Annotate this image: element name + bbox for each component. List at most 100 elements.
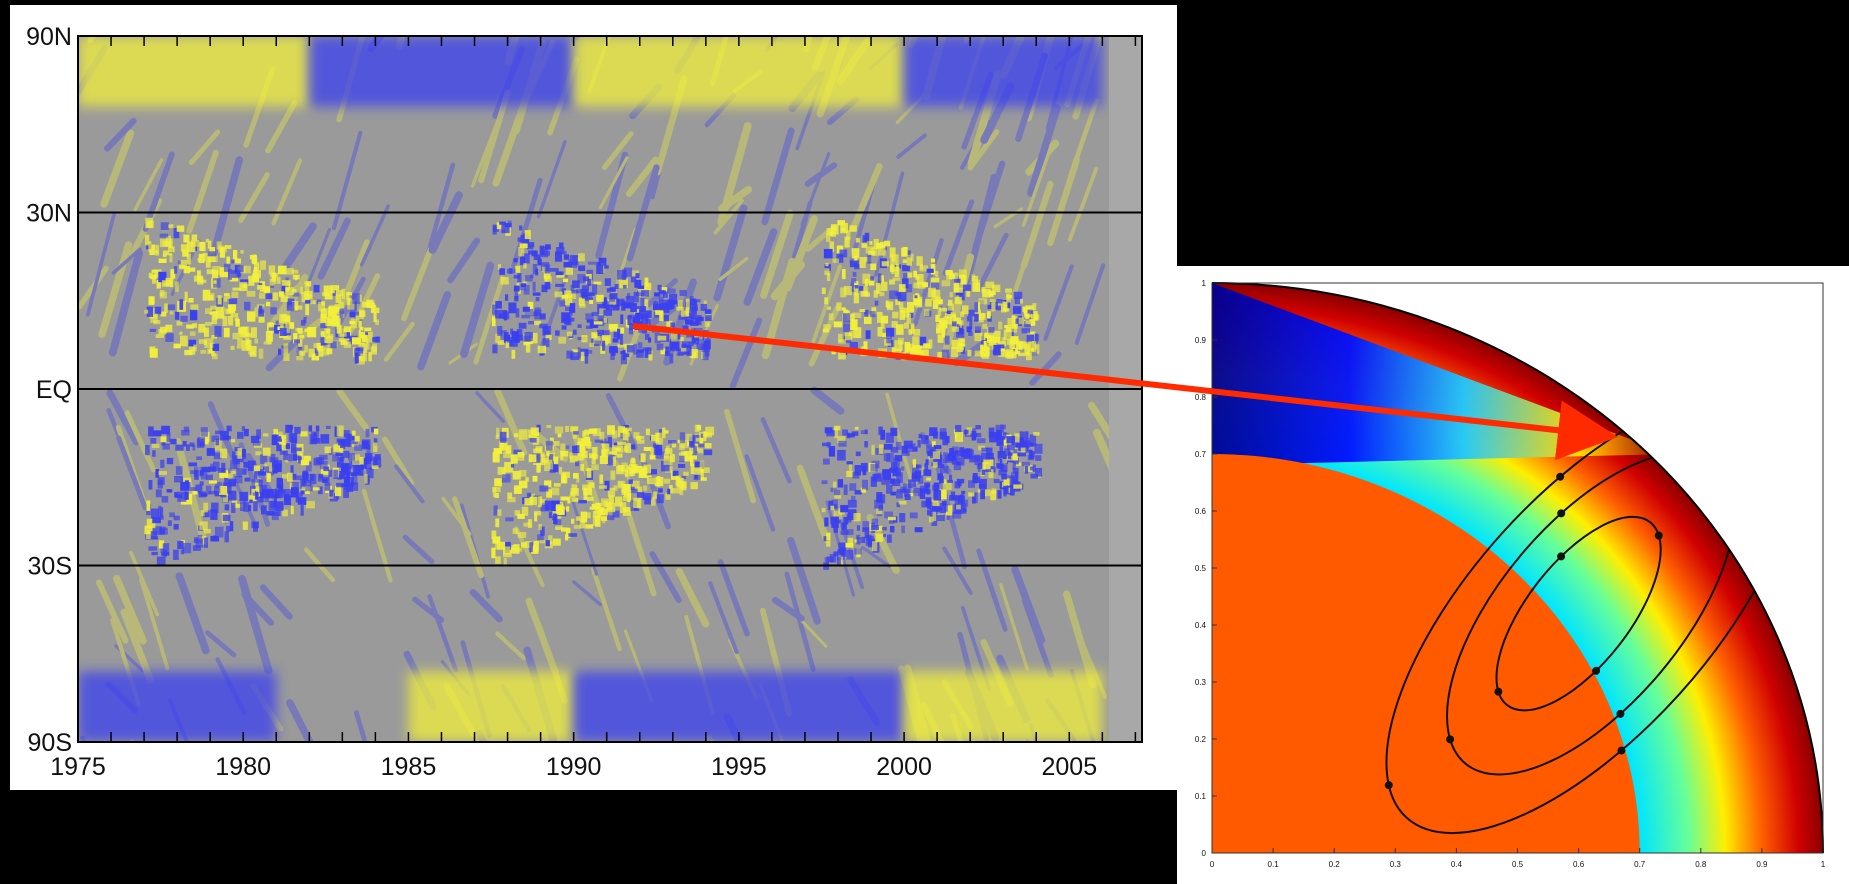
- flux-patch: [259, 484, 267, 494]
- flux-patch: [947, 479, 953, 483]
- flux-patch: [557, 433, 562, 438]
- flux-patch: [596, 264, 604, 274]
- flux-patch: [644, 299, 649, 307]
- flux-patch: [577, 452, 584, 461]
- flux-patch: [321, 344, 330, 356]
- flux-patch: [589, 506, 594, 510]
- flux-patch: [213, 452, 222, 460]
- flux-patch: [267, 322, 273, 326]
- flux-patch: [513, 258, 518, 263]
- flux-patch: [491, 304, 497, 315]
- flux-patch: [645, 428, 650, 436]
- flux-patch: [330, 290, 335, 294]
- flux-patch: [843, 309, 848, 314]
- flux-patch: [237, 431, 244, 439]
- flux-patch: [698, 443, 705, 448]
- flux-patch: [974, 326, 981, 334]
- flux-patch: [621, 488, 630, 496]
- flux-patch: [297, 327, 303, 334]
- flux-patch: [966, 316, 973, 322]
- polar-field: [573, 671, 905, 742]
- flux-patch: [243, 501, 250, 513]
- flux-patch: [199, 241, 206, 252]
- flux-patch: [513, 544, 520, 554]
- flux-patch: [176, 320, 183, 326]
- flux-patch: [580, 348, 589, 357]
- flux-patch: [977, 438, 986, 444]
- flux-patch: [266, 511, 276, 516]
- flux-patch: [174, 491, 178, 498]
- flux-patch: [373, 312, 377, 323]
- flux-patch: [685, 313, 692, 324]
- flux-patch: [521, 506, 529, 516]
- flux-patch: [551, 456, 559, 460]
- flux-patch: [911, 474, 921, 482]
- flux-patch: [179, 335, 188, 347]
- flux-patch: [838, 339, 846, 344]
- flux-patch: [914, 470, 922, 478]
- flux-patch: [496, 427, 500, 437]
- flux-patch: [539, 485, 549, 492]
- flux-patch: [559, 242, 564, 249]
- flux-patch: [534, 320, 542, 326]
- flux-patch: [997, 490, 1002, 499]
- flux-patch: [836, 556, 841, 566]
- flux-patch: [199, 481, 204, 486]
- flux-patch: [211, 334, 218, 339]
- flux-patch: [271, 512, 279, 521]
- flux-patch: [179, 331, 183, 335]
- flux-patch: [1025, 437, 1030, 445]
- flux-patch: [566, 506, 570, 512]
- flux-patch: [533, 332, 538, 344]
- flux-patch: [871, 525, 879, 531]
- flux-patch: [549, 437, 554, 443]
- flux-patch: [997, 436, 1006, 440]
- flux-patch: [869, 241, 873, 245]
- x-tick-label: 0: [1210, 860, 1215, 869]
- flux-patch: [893, 348, 902, 357]
- flux-patch: [505, 341, 510, 348]
- flux-patch: [875, 533, 884, 542]
- flux-patch: [640, 297, 645, 307]
- field-streak: [106, 407, 138, 480]
- magnetic-band: [144, 217, 381, 365]
- flux-patch: [829, 553, 837, 563]
- flux-patch: [230, 460, 238, 470]
- flux-patch: [200, 469, 208, 480]
- flux-patch: [520, 283, 527, 288]
- flux-patch: [889, 279, 896, 285]
- solar-surface: [1211, 282, 1824, 854]
- flux-patch: [566, 331, 573, 337]
- flux-patch: [150, 531, 158, 540]
- flux-patch: [349, 311, 356, 318]
- flux-patch: [581, 450, 588, 459]
- flux-patch: [543, 325, 552, 335]
- flux-patch: [294, 274, 298, 281]
- flux-patch: [166, 457, 174, 465]
- flux-patch: [870, 476, 877, 487]
- field-streak: [417, 291, 452, 371]
- field-streak: [85, 211, 117, 317]
- flux-patch: [956, 457, 965, 466]
- flux-patch: [633, 343, 638, 355]
- flux-patch: [494, 449, 503, 454]
- flux-patch: [223, 296, 228, 302]
- flux-patch: [198, 323, 206, 333]
- field-streak: [942, 199, 975, 276]
- flux-patch: [1025, 352, 1032, 361]
- flux-patch: [277, 265, 287, 275]
- flux-patch: [669, 353, 674, 364]
- flux-patch: [644, 496, 651, 505]
- flux-patch: [621, 462, 628, 473]
- flux-patch: [537, 534, 544, 541]
- flux-patch: [583, 487, 592, 496]
- y-tick-label: 0.3: [1195, 678, 1207, 687]
- flux-patch: [924, 309, 930, 317]
- flux-patch: [878, 348, 888, 359]
- flux-patch: [980, 489, 986, 500]
- flux-patch: [1012, 453, 1019, 461]
- flux-patch: [296, 475, 305, 481]
- flux-patch: [939, 475, 944, 484]
- flux-patch: [173, 227, 180, 239]
- flux-patch: [693, 467, 703, 475]
